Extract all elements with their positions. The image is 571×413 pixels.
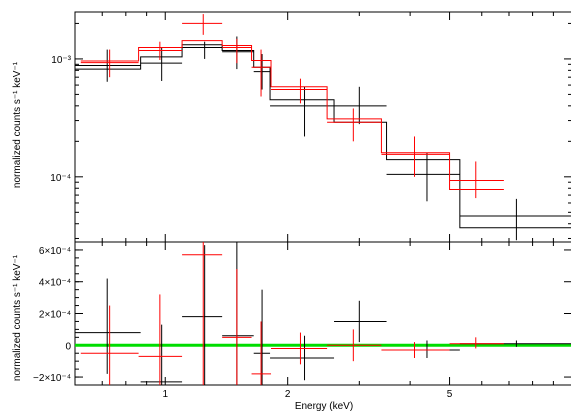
residuals-y-tick-label: 2×10⁻⁴ bbox=[39, 310, 71, 321]
spectrum-data-point-1 bbox=[270, 86, 335, 137]
spectrum-data-point-2 bbox=[251, 49, 272, 97]
spectrum-data-point-1 bbox=[182, 41, 223, 59]
spectrum-data-point-1 bbox=[222, 36, 254, 70]
spectrum-model-step-1 bbox=[75, 44, 571, 229]
residual-point-1 bbox=[222, 242, 254, 385]
residual-point-1 bbox=[270, 335, 335, 381]
residual-point-1 bbox=[182, 245, 223, 385]
residual-point-1 bbox=[253, 289, 271, 385]
x-axis-label: Energy (keV) bbox=[295, 401, 353, 412]
spectrum-data-point-2 bbox=[138, 41, 183, 60]
spectrum-data-point-2 bbox=[449, 161, 504, 199]
residual-point-2 bbox=[327, 329, 382, 362]
residual-point-1 bbox=[75, 278, 141, 374]
spectrum-y-tick-label: 10⁻⁴ bbox=[50, 173, 71, 184]
spectrum-data-point-2 bbox=[80, 49, 139, 78]
spectrum-data-point-2 bbox=[222, 38, 252, 64]
residuals-y-axis-label: normalized counts s⁻¹ keV⁻¹ bbox=[12, 254, 23, 381]
residuals-y-tick-label: 6×10⁻⁴ bbox=[39, 246, 71, 257]
x-tick-label: 5 bbox=[447, 389, 453, 400]
residual-point-2 bbox=[80, 305, 139, 385]
residual-point-2 bbox=[271, 332, 328, 365]
spectrum-y-tick-label: 10⁻³ bbox=[51, 55, 71, 66]
spectrum-data-point-1 bbox=[75, 49, 141, 82]
x-tick-label: 2 bbox=[285, 389, 291, 400]
spectrum-data-point-2 bbox=[271, 78, 328, 104]
residuals-y-tick-label: 4×10⁻⁴ bbox=[39, 278, 71, 289]
x-tick-label: 1 bbox=[162, 389, 168, 400]
spectrum-data-point-2 bbox=[182, 14, 223, 35]
residual-point-2 bbox=[381, 342, 450, 358]
residuals-y-tick-label: 0 bbox=[65, 341, 71, 352]
spectrum-data-point-2 bbox=[327, 108, 382, 142]
residual-point-2 bbox=[182, 242, 223, 385]
residual-point-1 bbox=[334, 300, 387, 343]
spectrum-plot-frame bbox=[74, 11, 571, 243]
spectrum-data-point-1 bbox=[253, 54, 271, 90]
spectrum-panel: normalized counts s⁻¹ keV⁻¹ 10⁻³ 10⁻⁴ bbox=[12, 11, 571, 243]
residual-point-2 bbox=[138, 294, 183, 385]
spectrum-y-axis-label: normalized counts s⁻¹ keV⁻¹ bbox=[12, 61, 23, 188]
residual-point-2 bbox=[449, 337, 504, 349]
residual-point-2 bbox=[251, 321, 272, 385]
residual-point-2 bbox=[222, 269, 252, 385]
residuals-plot-frame bbox=[74, 241, 571, 386]
spectrum-data-point-2 bbox=[381, 136, 450, 177]
residual-point-1 bbox=[140, 324, 183, 385]
spectrum-data-point-1 bbox=[459, 198, 571, 241]
residuals-y-tick-label: −2×10⁻⁴ bbox=[33, 373, 71, 384]
spectrum-data-point-1 bbox=[386, 152, 460, 202]
spectrum-data-point-1 bbox=[140, 47, 183, 81]
spectrum-data-point-1 bbox=[334, 86, 387, 125]
residuals-panel: normalized counts s⁻¹ keV⁻¹ Energy (keV)… bbox=[12, 241, 571, 412]
residual-point-1 bbox=[386, 340, 460, 358]
